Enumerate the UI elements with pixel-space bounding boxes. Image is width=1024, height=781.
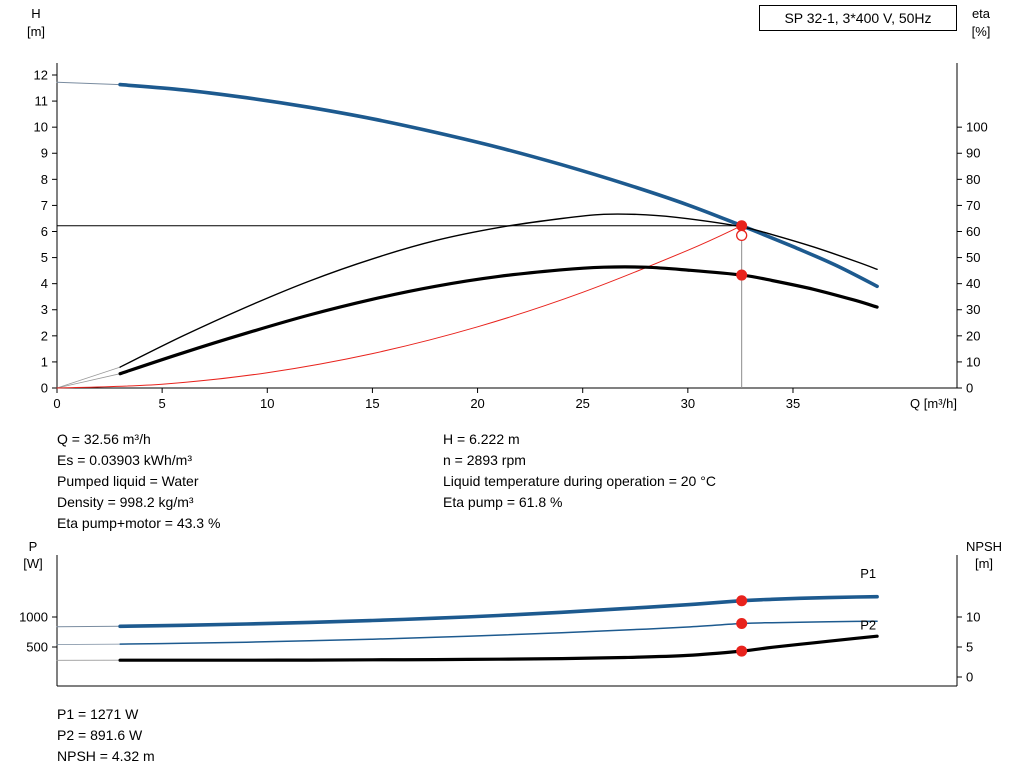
- left-axis-tick-label: 8: [41, 172, 48, 187]
- p2-curve: [119, 620, 878, 645]
- x-axis-tick-label: 15: [365, 396, 379, 411]
- power-info: P1 = 1271 W P2 = 891.6 W NPSH = 4.32 m: [57, 704, 155, 767]
- duty-point-marker[interactable]: [736, 595, 748, 607]
- right-axis-unit: [m]: [975, 556, 993, 571]
- right-axis-title: eta: [972, 6, 991, 21]
- x-axis-tick-label: 10: [260, 396, 274, 411]
- right-axis-tick-label: 40: [966, 276, 980, 291]
- left-axis-tick-label: 12: [34, 67, 48, 82]
- p1-curve: [118, 594, 879, 629]
- axes: 500 1000 0 5 10 P [W] NPSH [m]: [19, 539, 1002, 687]
- left-axis-tick-label: 0: [41, 381, 48, 396]
- duty-info-eta-pump-motor: Eta pump+motor = 43.3 %: [57, 515, 221, 531]
- left-axis-tick-label: 1: [41, 354, 48, 369]
- duty-info-temperature: Liquid temperature during operation = 20…: [443, 473, 716, 489]
- left-axis-unit: [W]: [23, 556, 43, 571]
- right-axis-tick-label: 0: [966, 381, 973, 396]
- duty-info-col2: H = 6.222 m n = 2893 rpm Liquid temperat…: [443, 429, 716, 513]
- right-axis-tick-label: 0: [966, 669, 973, 684]
- left-axis-title: P: [29, 539, 38, 554]
- left-axis-tick-label: 2: [41, 328, 48, 343]
- right-axis-tick-label: 100: [966, 120, 988, 135]
- duty-info-n: n = 2893 rpm: [443, 452, 526, 468]
- duty-point-marker[interactable]: [736, 617, 748, 629]
- left-axis-tick-label: 7: [41, 198, 48, 213]
- left-axis-tick-label: 6: [41, 224, 48, 239]
- power-npsh-chart: 500 1000 0 5 10 P [W] NPSH [m] P1 P2: [19, 539, 1002, 687]
- h-curve: [118, 82, 879, 289]
- power-info-p2: P2 = 891.6 W: [57, 727, 143, 743]
- eta-pump-extension: [56, 366, 121, 389]
- pump-title-box: SP 32-1, 3*400 V, 50Hz: [759, 5, 957, 31]
- duty-info-liquid: Pumped liquid = Water: [57, 473, 199, 489]
- x-axis-tick-label: 5: [159, 396, 166, 411]
- npsh-curve: [118, 634, 879, 662]
- right-axis-tick-label: 60: [966, 224, 980, 239]
- left-axis-tick-label: 1000: [19, 609, 48, 624]
- right-axis-tick-label: 30: [966, 302, 980, 317]
- duty-info-density: Density = 998.2 kg/m³: [57, 494, 194, 510]
- eta-pump-motor-curve: [118, 265, 879, 376]
- x-axis-tick-label: 35: [786, 396, 800, 411]
- right-axis-tick-label: 70: [966, 198, 980, 213]
- duty-point-marker[interactable]: [736, 269, 748, 281]
- left-axis-unit: [m]: [27, 24, 45, 39]
- left-axis-tick-label: 9: [41, 146, 48, 161]
- duty-info-col1: Q = 32.56 m³/h Es = 0.03903 kWh/m³ Pumpe…: [57, 429, 220, 534]
- right-axis-tick-label: 90: [966, 146, 980, 161]
- right-axis-title: NPSH: [966, 539, 1002, 554]
- left-axis-tick-label: 11: [35, 94, 49, 109]
- x-axis-tick-label: 0: [53, 396, 60, 411]
- right-axis-unit: [%]: [972, 24, 991, 39]
- x-axis-tick-label: 20: [470, 396, 484, 411]
- eta-pump-curve: [119, 213, 878, 368]
- left-axis-tick-label: 4: [41, 276, 48, 291]
- left-axis-tick-label: 5: [41, 250, 48, 265]
- x-axis-tick-label: 25: [575, 396, 589, 411]
- system-curve: [56, 225, 743, 389]
- right-axis-tick-label: 80: [966, 172, 980, 187]
- right-axis-tick-label: 20: [966, 328, 980, 343]
- power-info-p1: P1 = 1271 W: [57, 706, 139, 722]
- left-axis-tick-label: 3: [41, 302, 48, 317]
- x-axis-tick-label: 30: [681, 396, 695, 411]
- x-axis-title: Q [m³/h]: [910, 396, 957, 411]
- duty-point-marker[interactable]: [736, 645, 748, 657]
- right-axis-tick-label: 50: [966, 250, 980, 265]
- left-axis-title: H: [31, 6, 40, 21]
- duty-point-marker[interactable]: [736, 220, 748, 232]
- duty-info-es: Es = 0.03903 kWh/m³: [57, 452, 193, 468]
- right-axis-tick-label: 10: [966, 354, 980, 369]
- left-axis-tick-label: 500: [26, 639, 48, 654]
- duty-info-h: H = 6.222 m: [443, 431, 520, 447]
- duty-info-eta-pump: Eta pump = 61.8 %: [443, 494, 563, 510]
- duty-info-q: Q = 32.56 m³/h: [57, 431, 151, 447]
- curve-label-p1: P1: [860, 566, 876, 581]
- h-curve-extension: [56, 81, 121, 86]
- left-axis-tick-label: 10: [34, 120, 48, 135]
- right-axis-tick-label: 10: [966, 609, 980, 624]
- power-info-npsh: NPSH = 4.32 m: [57, 748, 155, 764]
- duty-point-open-marker[interactable]: [736, 229, 748, 242]
- eta-pump-motor-extension: [56, 373, 121, 389]
- curve-label-p2: P2: [860, 618, 876, 633]
- right-axis-tick-label: 5: [966, 639, 973, 654]
